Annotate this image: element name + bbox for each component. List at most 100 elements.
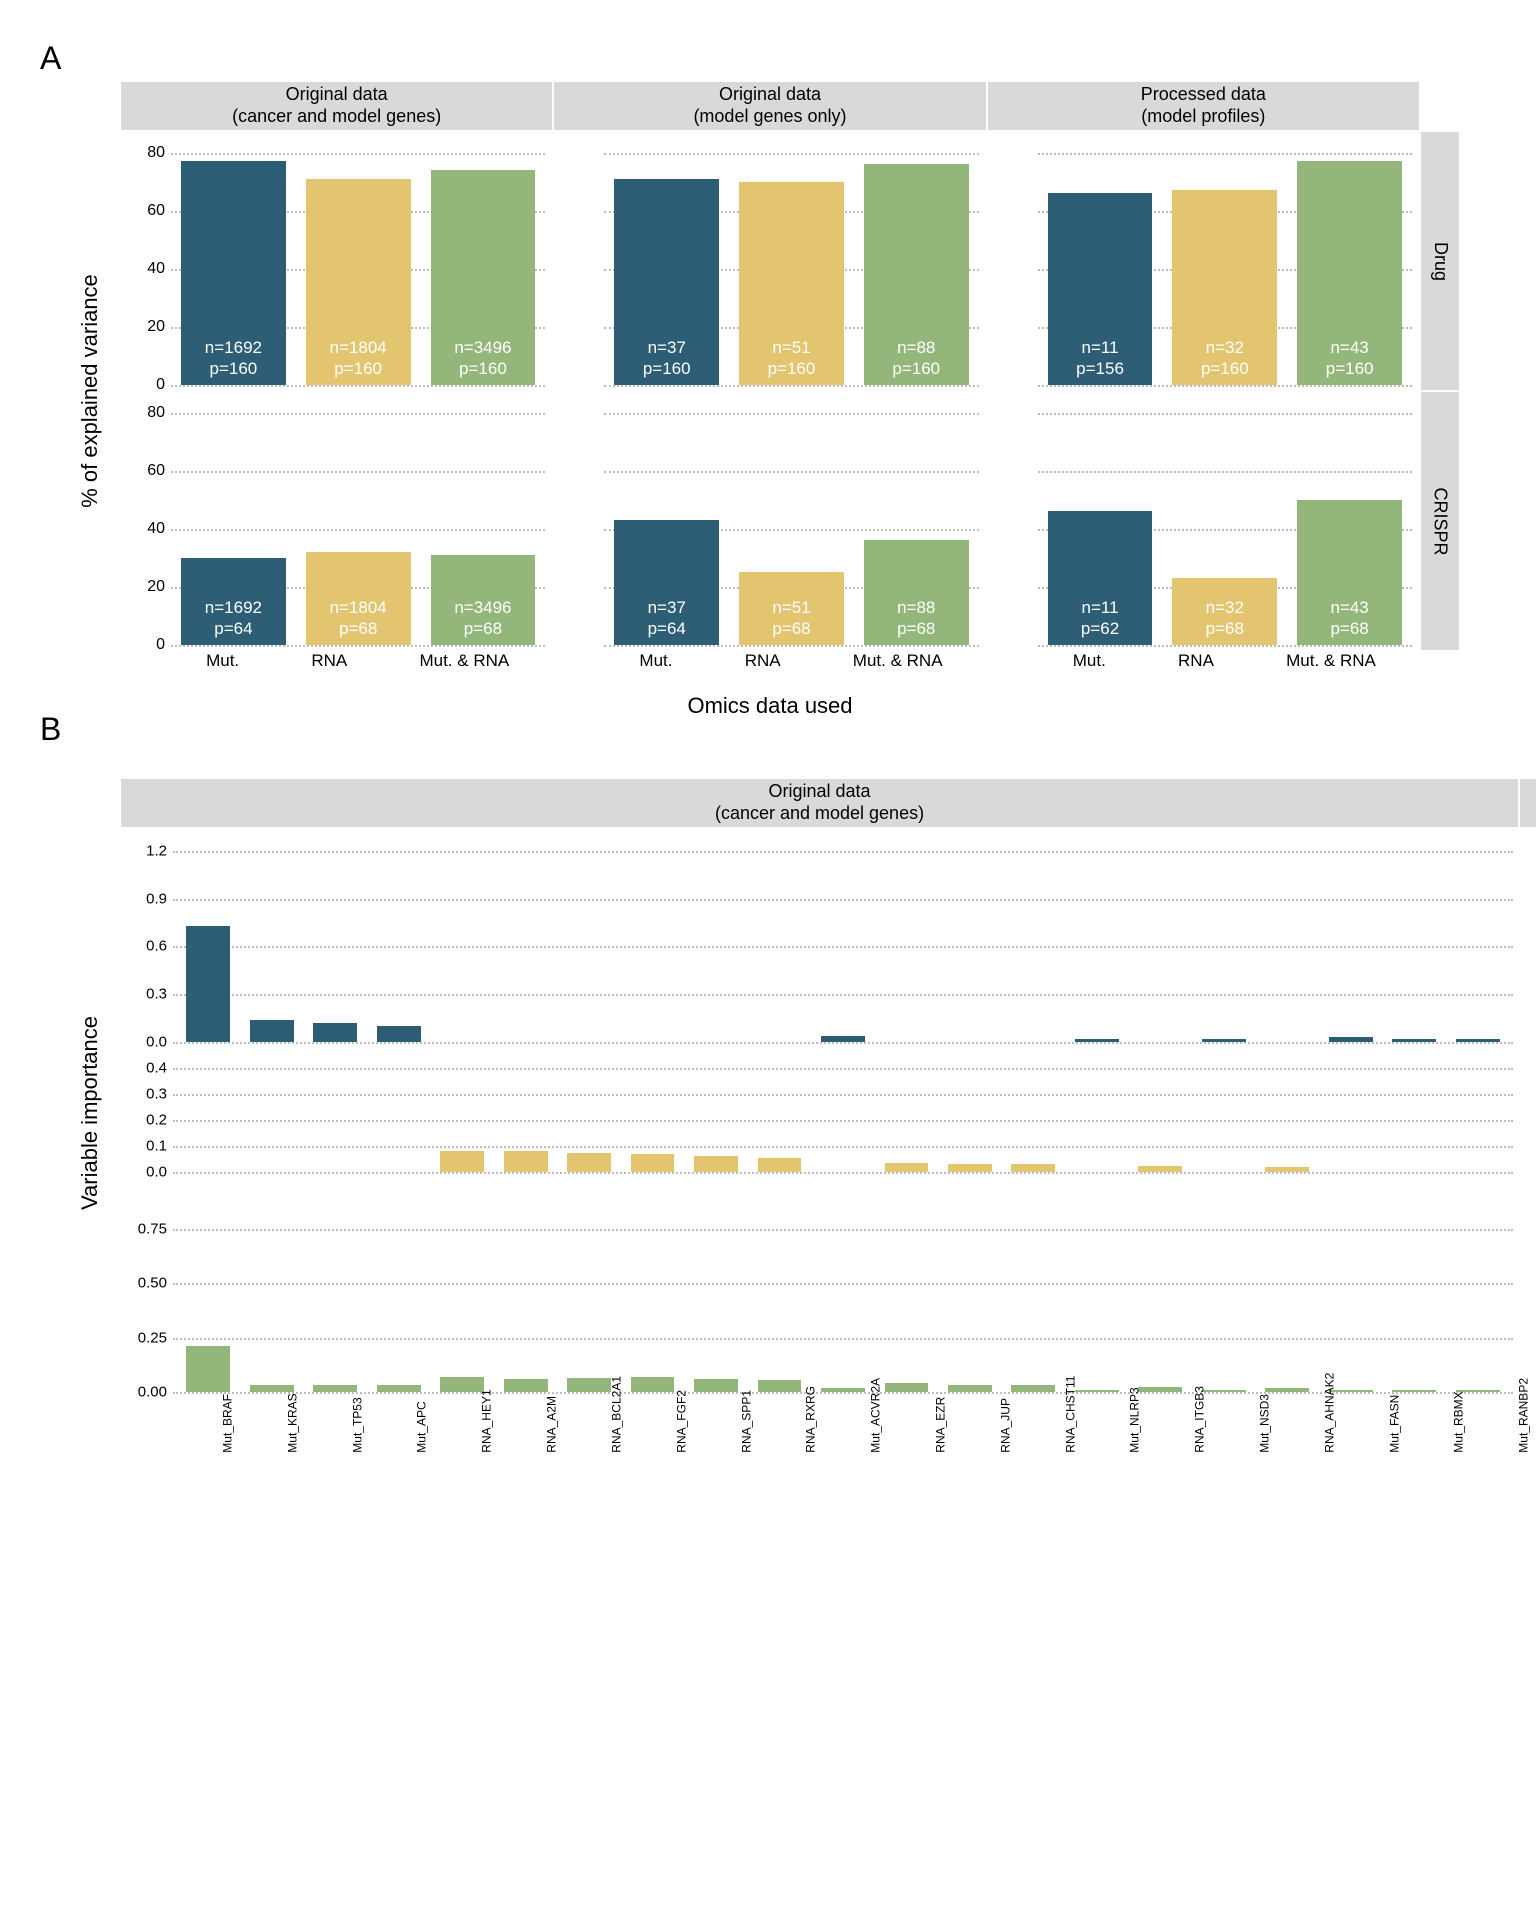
bar-annotation: n=51p=160 [739,337,844,380]
y-tick: 0.25 [123,1329,167,1346]
bar [567,1153,611,1172]
bar [440,1151,484,1172]
bar [1138,1166,1182,1173]
bar [1138,1387,1182,1392]
bar-annotation: n=43p=68 [1297,597,1402,640]
bar-annotation: n=1692p=64 [181,597,286,640]
bar [1392,1039,1436,1042]
panel-b-cell [1519,828,1536,1048]
panel-a-cell: 020406080n=1692p=64n=1804p=68n=3496p=68 [120,391,553,651]
bar-annotation: n=3496p=68 [431,597,536,640]
x-tick: Mut. & RNA [419,651,509,671]
panel-b-cell: 0.000.250.500.75 [120,1178,1519,1398]
column-strip: Original data(cancer and model genes) [120,778,1519,828]
bar: n=1692p=160 [181,161,286,385]
bar [250,1020,294,1042]
x-ticks: Mut_BRAFMut_KRASMut_TP53Mut_APCRNA_HEY1R… [120,1398,1519,1558]
bar [504,1151,548,1172]
x-ticks: Mut.RNAMut. & RNA [987,651,1420,711]
bar: n=1804p=160 [306,179,411,385]
x-axis-title: Variable [1519,1532,1536,1558]
bar: n=88p=68 [864,540,969,645]
panel-b-grid: Variable importance Original data(cancer… [60,778,1460,1558]
bar [186,1346,230,1392]
bar [1075,1039,1119,1042]
y-tick: 60 [125,202,165,220]
bar-annotation: n=11p=156 [1048,337,1153,380]
x-tick: Mut. & RNA [853,651,943,671]
y-tick: 0.75 [123,1220,167,1237]
bar-annotation: n=88p=160 [864,337,969,380]
x-tick: Mut. [1073,651,1106,671]
row-strip: CRISPR [1420,391,1460,651]
bar [821,1388,865,1392]
y-tick: 40 [125,260,165,278]
bar-annotation: n=37p=64 [614,597,719,640]
y-tick: 80 [125,404,165,422]
bar: n=32p=160 [1172,190,1277,385]
bar [885,1383,929,1392]
bar: n=43p=68 [1297,500,1402,645]
bar [1265,1167,1309,1172]
bar-annotation: n=3496p=160 [431,337,536,380]
bar: n=43p=160 [1297,161,1402,385]
bar [1456,1039,1500,1042]
bar-annotation: n=37p=160 [614,337,719,380]
bar [694,1156,738,1172]
y-tick: 0.2 [123,1112,167,1129]
bar: n=51p=68 [739,572,844,645]
panel-a-cell: n=11p=156 n=32p=160 n=43p=160 [987,131,1420,391]
y-tick: 0.9 [123,890,167,907]
bar: n=11p=62 [1048,511,1153,645]
y-tick: 0.3 [123,1085,167,1102]
x-tick: Mut. [206,651,239,671]
column-strip: Original data(model genes only) [1519,778,1536,828]
bar [1392,1390,1436,1392]
bar: n=11p=156 [1048,193,1153,385]
x-tick: Mut. & RNA [1286,651,1376,671]
column-strip: Original data(model genes only) [553,81,986,131]
y-tick: 60 [125,462,165,480]
bar: n=88p=160 [864,164,969,385]
panel-b-cell: 0.00.30.60.91.2 [120,828,1519,1048]
bar [1202,1039,1246,1042]
panel-b-cell [1519,1048,1536,1178]
bar [948,1164,992,1172]
bar: n=1804p=68 [306,552,411,645]
bar [504,1379,548,1392]
x-ticks: Mut.RNAMut. & RNAOmics data used [553,651,986,711]
bar-annotation: n=88p=68 [864,597,969,640]
y-tick: 20 [125,578,165,596]
bar [631,1154,675,1172]
bar [1265,1388,1309,1392]
bar-annotation: n=43p=160 [1297,337,1402,380]
y-tick: 40 [125,520,165,538]
y-tick: 0.3 [123,986,167,1003]
bar: n=32p=68 [1172,578,1277,645]
panel-b-y-axis-title: Variable importance [60,828,120,1398]
y-tick: 1.2 [123,842,167,859]
panel-b-cell [1519,1178,1536,1398]
bar-annotation: n=32p=160 [1172,337,1277,380]
panel-a-cell: n=37p=64 n=51p=68 n=88p=68 [553,391,986,651]
row-strip: Drug [1420,131,1460,391]
bar-annotation: n=32p=68 [1172,597,1277,640]
bar [313,1385,357,1392]
bar: n=51p=160 [739,182,844,385]
bar [631,1377,675,1392]
x-ticks: Mut_BRAFRNA_FOXD3Mut_KRASMut_TP53RNA_AKT… [1519,1398,1536,1558]
bar: n=3496p=160 [431,170,536,385]
y-tick: 0.50 [123,1275,167,1292]
bar [1011,1385,1055,1392]
y-tick: 20 [125,318,165,336]
column-strip: Processed data(model profiles) [987,81,1420,131]
y-tick: 0.4 [123,1060,167,1077]
x-tick: RNA [311,651,347,671]
bar [1329,1037,1373,1042]
x-ticks: Mut. RNA Mut. & RNA [120,651,553,711]
bar-annotation: n=1804p=68 [306,597,411,640]
y-tick: 0.6 [123,938,167,955]
bar [313,1023,357,1042]
column-strip: Original data(cancer and model genes) [120,81,553,131]
panel-a-label: A [40,40,1496,77]
